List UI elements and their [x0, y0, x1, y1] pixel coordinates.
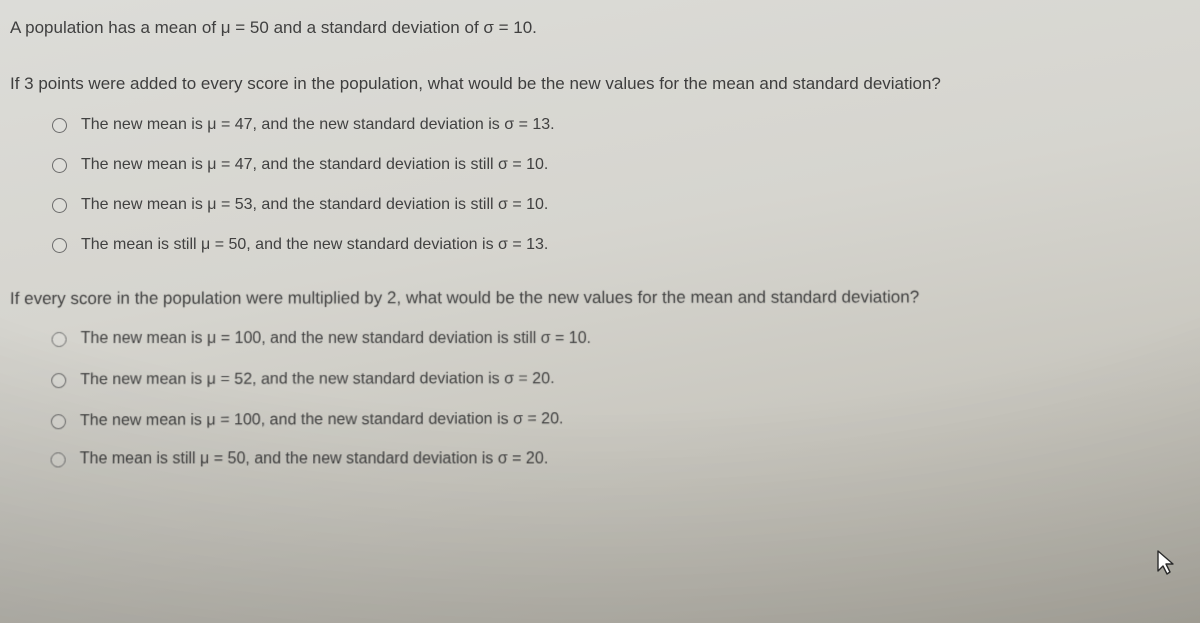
option-label: The mean is still μ = 50, and the new st…	[81, 236, 548, 254]
option-label: The new mean is μ = 53, and the standard…	[81, 196, 548, 214]
option-label: The new mean is μ = 52, and the new stan…	[80, 370, 554, 389]
quiz-content: A population has a mean of μ = 50 and a …	[0, 0, 1200, 512]
question-1-text: If 3 points were added to every score in…	[10, 74, 1190, 94]
q1-option-1[interactable]: The new mean is μ = 47, and the new stan…	[52, 116, 1190, 134]
option-label: The new mean is μ = 47, and the standard…	[81, 156, 548, 174]
radio-icon[interactable]	[51, 452, 66, 467]
radio-icon[interactable]	[52, 238, 67, 253]
question-1: If 3 points were added to every score in…	[10, 74, 1190, 254]
q1-option-4[interactable]: The mean is still μ = 50, and the new st…	[52, 236, 1190, 254]
radio-icon[interactable]	[51, 373, 66, 388]
radio-icon[interactable]	[52, 332, 67, 347]
question-2: If every score in the population were mu…	[8, 288, 1191, 468]
question-2-text: If every score in the population were mu…	[10, 287, 1190, 309]
q2-option-1[interactable]: The new mean is μ = 100, and the new sta…	[52, 330, 1191, 348]
intro-text: A population has a mean of μ = 50 and a …	[10, 18, 1190, 38]
option-label: The new mean is μ = 100, and the new sta…	[80, 410, 564, 430]
radio-icon[interactable]	[51, 414, 66, 429]
q1-option-3[interactable]: The new mean is μ = 53, and the standard…	[52, 196, 1190, 214]
option-label: The new mean is μ = 47, and the new stan…	[81, 116, 555, 134]
q2-option-4[interactable]: The mean is still μ = 50, and the new st…	[51, 450, 1192, 468]
option-label: The mean is still μ = 50, and the new st…	[80, 450, 549, 468]
option-label: The new mean is μ = 100, and the new sta…	[81, 330, 592, 348]
radio-icon[interactable]	[52, 158, 67, 173]
q1-option-2[interactable]: The new mean is μ = 47, and the standard…	[52, 156, 1190, 174]
q2-option-3[interactable]: The new mean is μ = 100, and the new sta…	[51, 408, 1191, 430]
cursor-icon	[1156, 549, 1176, 577]
radio-icon[interactable]	[52, 198, 67, 213]
radio-icon[interactable]	[52, 118, 67, 133]
q2-option-2[interactable]: The new mean is μ = 52, and the new stan…	[51, 369, 1191, 389]
